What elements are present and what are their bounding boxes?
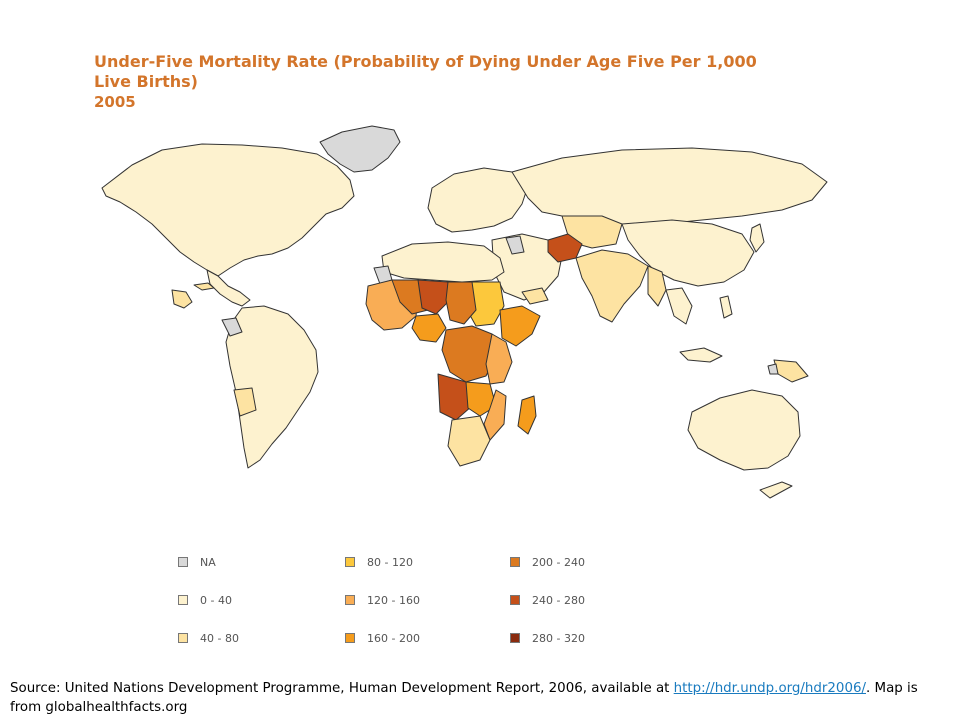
map-title-year: 2005 <box>94 93 136 111</box>
legend-item-0-40: 0 - 40 <box>178 593 232 607</box>
legend-item-160-200: 160 - 200 <box>345 631 420 645</box>
legend-swatch <box>178 595 188 605</box>
map-region-angola <box>437 373 473 421</box>
legend-swatch <box>345 595 355 605</box>
map-region-russia <box>511 147 828 225</box>
map-region-bolivia <box>233 387 257 417</box>
legend-swatch <box>510 633 520 643</box>
legend-label: 160 - 200 <box>367 631 420 645</box>
legend-swatch <box>510 557 520 567</box>
map-title-line-2: Live Births) <box>94 72 198 91</box>
legend-label: NA <box>200 555 216 569</box>
map-region-philippines <box>719 295 733 319</box>
map-region-nigeria <box>411 313 447 343</box>
legend-swatch <box>178 557 188 567</box>
legend-label: 40 - 80 <box>200 631 239 645</box>
legend-item-120-160: 120 - 160 <box>345 593 420 607</box>
legend-item-200-240: 200 - 240 <box>510 555 585 569</box>
map-region-australia <box>687 389 801 471</box>
map-region-europe <box>427 167 529 233</box>
map-title-line-1: Under-Five Mortality Rate (Probability o… <box>94 52 757 71</box>
source-text: Source: United Nations Development Progr… <box>10 681 674 696</box>
map-region-south-america <box>225 305 319 469</box>
legend-swatch <box>345 557 355 567</box>
world-map <box>101 125 828 499</box>
legend-label: 240 - 280 <box>532 593 585 607</box>
map-region-zambia-area <box>465 381 497 417</box>
map-region-new-zealand <box>759 481 793 499</box>
legend-item-na: NA <box>178 555 216 569</box>
map-region-southern-africa <box>447 415 491 467</box>
legend-label: 200 - 240 <box>532 555 585 569</box>
source-link[interactable]: http://hdr.undp.org/hdr2006/ <box>673 681 866 696</box>
source-text-after: . Map is from globalhealthfacts.org <box>10 681 918 715</box>
map-region-north-africa <box>381 241 505 283</box>
legend-item-80-120: 80 - 120 <box>345 555 413 569</box>
legend: NA 0 - 40 40 - 80 80 - 120 120 - 160 160… <box>178 555 618 647</box>
map-region-ethiopia-somalia <box>499 305 541 347</box>
map-region-southeast-asia <box>665 287 693 325</box>
map-region-central-africa <box>441 325 497 383</box>
map-region-north-america <box>101 143 355 277</box>
legend-swatch <box>345 633 355 643</box>
map-region-iraq <box>505 235 525 255</box>
map-region-guianas <box>221 317 243 337</box>
map-region-yemen <box>521 287 549 305</box>
legend-item-280-320: 280 - 320 <box>510 631 585 645</box>
map-region-central-america <box>206 269 251 307</box>
legend-label: 280 - 320 <box>532 631 585 645</box>
map-region-niger <box>417 279 451 315</box>
map-region-guatemala-area <box>171 289 193 309</box>
legend-label: 0 - 40 <box>200 593 232 607</box>
map-title: Under-Five Mortality Rate (Probability o… <box>94 52 757 112</box>
legend-label: 120 - 160 <box>367 593 420 607</box>
map-region-east-africa <box>485 333 513 385</box>
map-region-south-asia <box>575 249 649 323</box>
legend-item-40-80: 40 - 80 <box>178 631 239 645</box>
source-citation: Source: United Nations Development Progr… <box>10 679 950 717</box>
map-region-chad <box>445 281 477 325</box>
map-region-timor <box>767 363 779 375</box>
map-region-indonesia <box>679 347 723 363</box>
map-region-greenland <box>319 125 401 173</box>
legend-label: 80 - 120 <box>367 555 413 569</box>
map-region-papua <box>773 359 809 383</box>
legend-swatch <box>178 633 188 643</box>
map-region-japan <box>749 223 765 253</box>
map-region-myanmar-area <box>647 265 667 307</box>
map-region-caribbean <box>193 282 215 291</box>
map-region-madagascar <box>517 395 537 435</box>
legend-item-240-280: 240 - 280 <box>510 593 585 607</box>
legend-swatch <box>510 595 520 605</box>
